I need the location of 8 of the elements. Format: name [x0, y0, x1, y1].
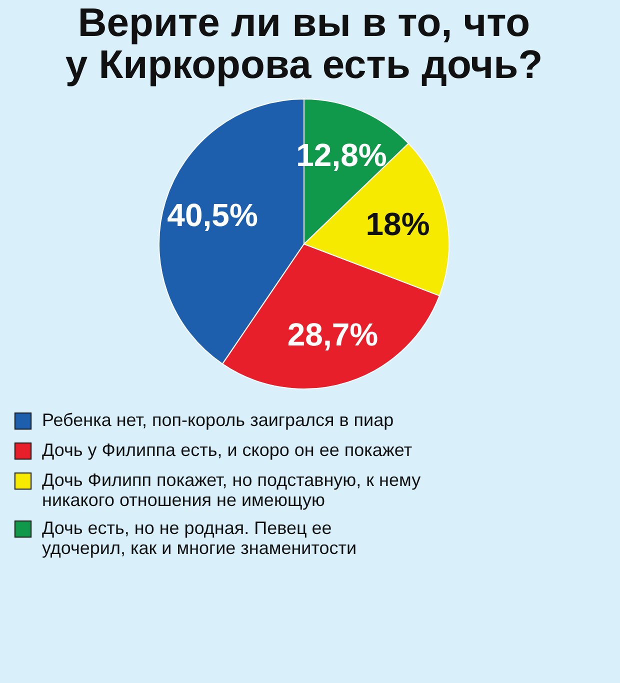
chart-title: Верите ли вы в то, что у Киркорова есть дочь? — [65, 1, 543, 87]
data-label: 28,7% — [287, 316, 378, 352]
legend-label: Дочь есть, но не родная. Певец ее удочерил, как и многие знаменитости — [42, 518, 357, 558]
legend-label: Дочь у Филиппа есть, и скоро он ее покажет — [42, 440, 412, 460]
data-label: 40,5% — [167, 196, 258, 233]
legend-label: Дочь Филипп покажет, но подставную, к нему никакого отношения не имеющую — [42, 470, 421, 510]
data-label: 18% — [366, 206, 430, 242]
legend-label: Ребенка нет, поп-король заигрался в пиар — [42, 410, 394, 430]
